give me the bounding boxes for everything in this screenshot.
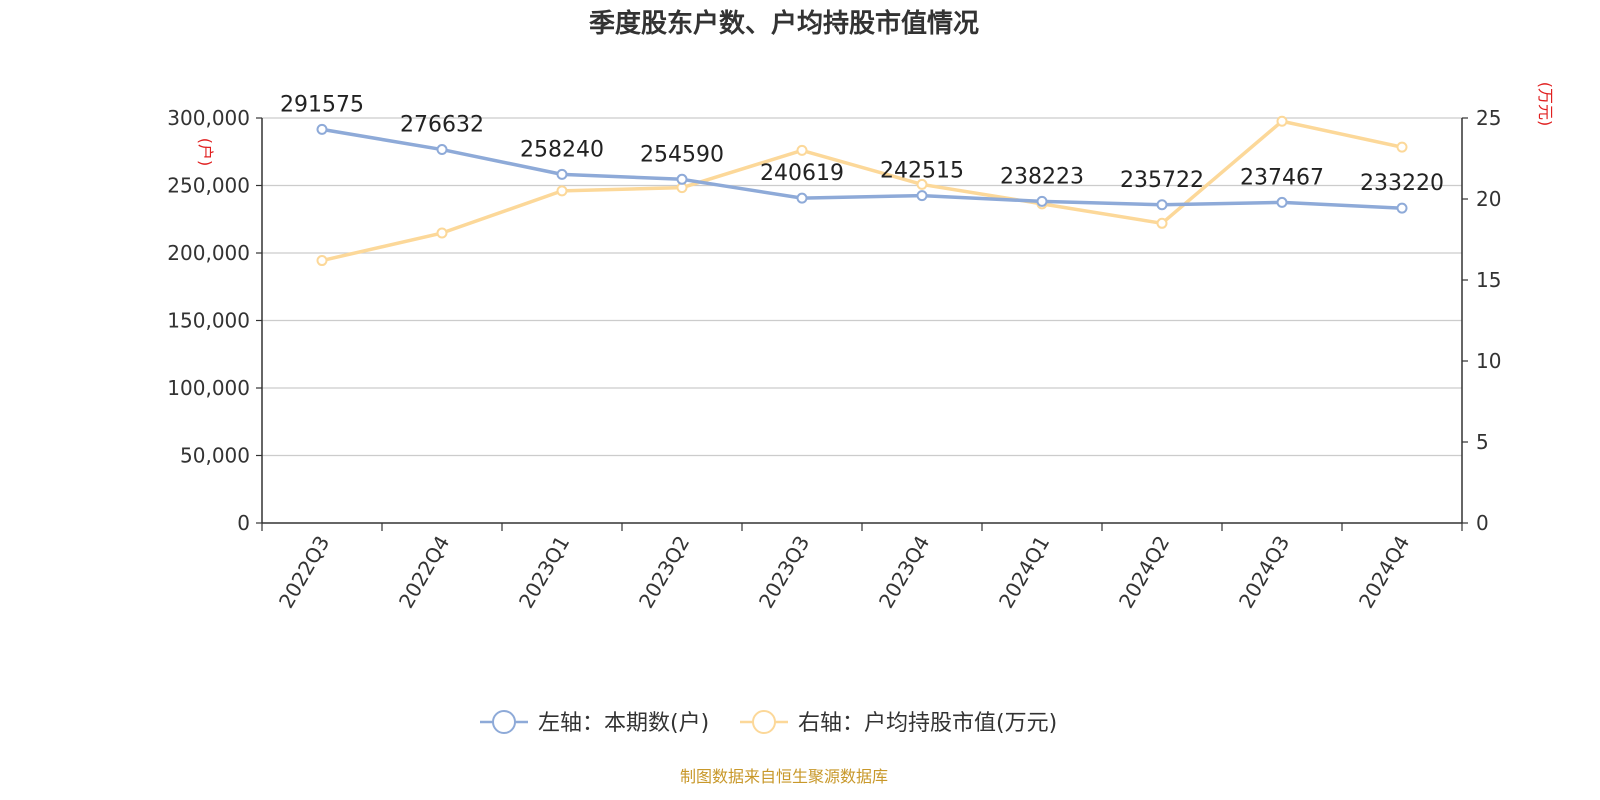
legend-marker-icon	[752, 710, 776, 734]
chart-title: 季度股东户数、户均持股市值情况	[589, 8, 979, 39]
data-point-left	[436, 144, 448, 156]
x-tick-label: 2024Q1	[994, 532, 1054, 613]
right-tick-label: 10	[1476, 349, 1501, 373]
left-tick-label: 100,000	[167, 376, 250, 400]
x-tick-label: 2023Q2	[634, 532, 694, 613]
left-tick-label: 150,000	[167, 309, 250, 333]
left-tick-label: 200,000	[167, 241, 250, 265]
left-tick-label: 250,000	[167, 174, 250, 198]
data-label: 235722	[1120, 168, 1204, 193]
data-point-left	[316, 123, 328, 135]
data-point-left	[556, 168, 568, 180]
data-point-left	[916, 190, 928, 202]
legend-label: 右轴：户均持股市值(万元)	[798, 711, 1057, 736]
data-point-left	[676, 173, 688, 185]
x-tick-label: 2022Q4	[394, 532, 454, 613]
x-tick-label: 2024Q4	[1354, 532, 1414, 613]
series-layer	[316, 115, 1408, 267]
x-tick-label: 2024Q2	[1114, 532, 1174, 613]
legend-label: 左轴：本期数(户)	[538, 711, 709, 736]
data-labels: 291575 276632 258240 254590 240619 242515 2382…	[280, 92, 1444, 196]
x-tick-label: 2023Q3	[754, 532, 814, 613]
x-tick-label: 2023Q4	[874, 532, 934, 613]
data-point-left	[1036, 195, 1048, 207]
data-label: 254590	[640, 142, 724, 167]
right-tick-label: 5	[1476, 430, 1489, 454]
data-point-right	[1276, 115, 1288, 127]
legend: 左轴：本期数(户) 右轴：户均持股市值(万元)	[480, 710, 1057, 736]
series-line-right	[321, 119, 1403, 263]
x-tick-label: 2024Q3	[1234, 532, 1294, 613]
left-tick-label: 0	[237, 511, 250, 535]
data-point-right	[796, 144, 808, 156]
data-point-left	[796, 192, 808, 204]
series-line-left	[321, 127, 1403, 210]
data-point-left	[1156, 199, 1168, 211]
data-label: 233220	[1360, 171, 1444, 196]
left-tick-label: 300,000	[167, 106, 250, 130]
data-point-left	[1276, 196, 1288, 208]
data-label: 276632	[400, 113, 484, 138]
data-point-right	[1156, 217, 1168, 229]
data-point-left	[1396, 202, 1408, 214]
legend-marker-icon	[492, 710, 516, 734]
data-point-right	[1396, 141, 1408, 153]
data-label: 237467	[1240, 165, 1324, 190]
legend-item: 右轴：户均持股市值(万元)	[740, 710, 1057, 736]
right-tick-label: 25	[1476, 106, 1501, 130]
data-label: 258240	[520, 137, 604, 162]
grid-lines	[262, 117, 1462, 457]
source-note: 制图数据来自恒生聚源数据库	[680, 767, 888, 786]
legend-item: 左轴：本期数(户)	[480, 710, 709, 736]
left-tick-label: 50,000	[180, 444, 250, 468]
right-tick-label: 20	[1476, 187, 1501, 211]
data-label: 242515	[880, 159, 964, 184]
data-point-right	[436, 227, 448, 239]
right-axis-unit: (万元)	[1536, 82, 1555, 127]
data-point-right	[556, 185, 568, 197]
right-tick-label: 15	[1476, 268, 1501, 292]
data-point-right	[316, 255, 328, 267]
x-tick-label: 2022Q3	[274, 532, 334, 613]
right-tick-label: 0	[1476, 511, 1489, 535]
data-point-right	[916, 178, 928, 190]
left-axis-unit: (户)	[196, 138, 215, 167]
data-label: 238223	[1000, 164, 1084, 189]
x-tick-label: 2023Q1	[514, 532, 574, 613]
data-label: 240619	[760, 161, 844, 186]
data-label: 291575	[280, 92, 364, 117]
